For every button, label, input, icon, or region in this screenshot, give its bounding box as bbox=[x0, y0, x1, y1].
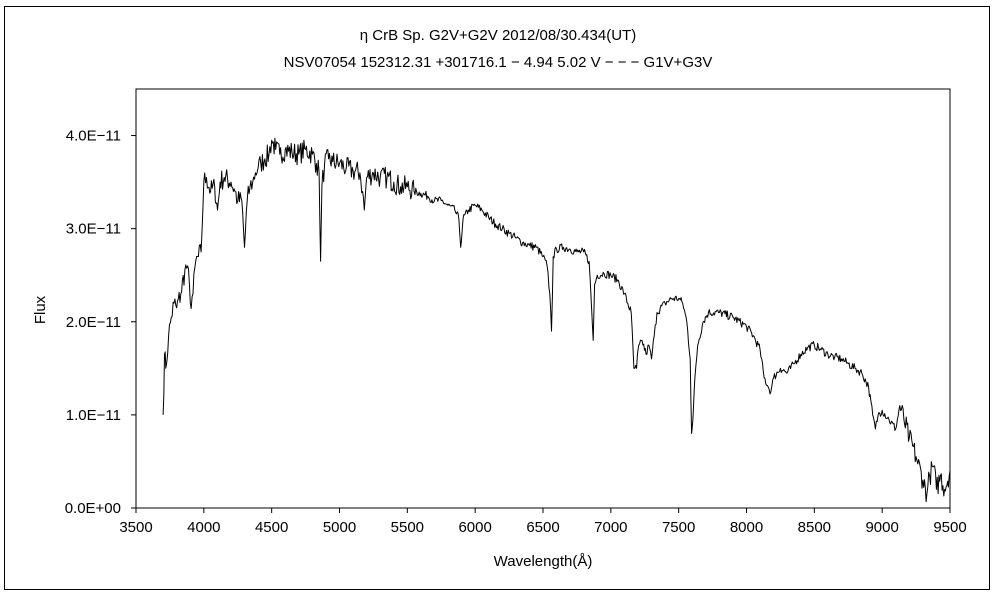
x-tick-label: 9500 bbox=[933, 519, 966, 536]
x-tick-label: 7500 bbox=[662, 519, 695, 536]
chart-subtitle: NSV07054 152312.31 +301716.1 − 4.94 5.02… bbox=[284, 54, 713, 71]
x-tick-label: 9000 bbox=[865, 519, 898, 536]
x-tick-label: 4000 bbox=[187, 519, 220, 536]
x-axis: 3500 4000 4500 5000 5500 6000 6500 7000 7500 8000… bbox=[119, 508, 967, 536]
x-tick-label: 4500 bbox=[255, 519, 288, 536]
chart-title: η CrB Sp. G2V+G2V 2012/08/30.434(UT) bbox=[360, 27, 636, 44]
y-tick-label: 2.0E−11 bbox=[66, 314, 121, 331]
y-axis: 0.0E+00 1.0E−11 2.0E−11 3.0E−11 4.0E−11 bbox=[65, 128, 136, 517]
x-tick-label: 5000 bbox=[323, 519, 356, 536]
chart-frame bbox=[4, 6, 990, 590]
x-tick-label: 6500 bbox=[526, 519, 559, 536]
x-tick-label: 3500 bbox=[119, 519, 152, 536]
x-tick-label: 6000 bbox=[458, 519, 491, 536]
y-tick-label: 0.0E+00 bbox=[65, 500, 121, 517]
y-axis-label: Flux bbox=[32, 295, 49, 324]
x-axis-label: Wavelength(Å) bbox=[494, 553, 593, 570]
x-tick-label: 5500 bbox=[391, 519, 424, 536]
flux-series-line bbox=[162, 137, 951, 503]
x-tick-label: 8500 bbox=[798, 519, 831, 536]
y-tick-label: 4.0E−11 bbox=[66, 128, 121, 145]
y-tick-label: 3.0E−11 bbox=[66, 221, 121, 238]
y-tick-label: 1.0E−11 bbox=[66, 407, 121, 424]
plot-area bbox=[135, 88, 951, 509]
x-tick-label: 7000 bbox=[594, 519, 627, 536]
x-tick-label: 8000 bbox=[730, 519, 763, 536]
